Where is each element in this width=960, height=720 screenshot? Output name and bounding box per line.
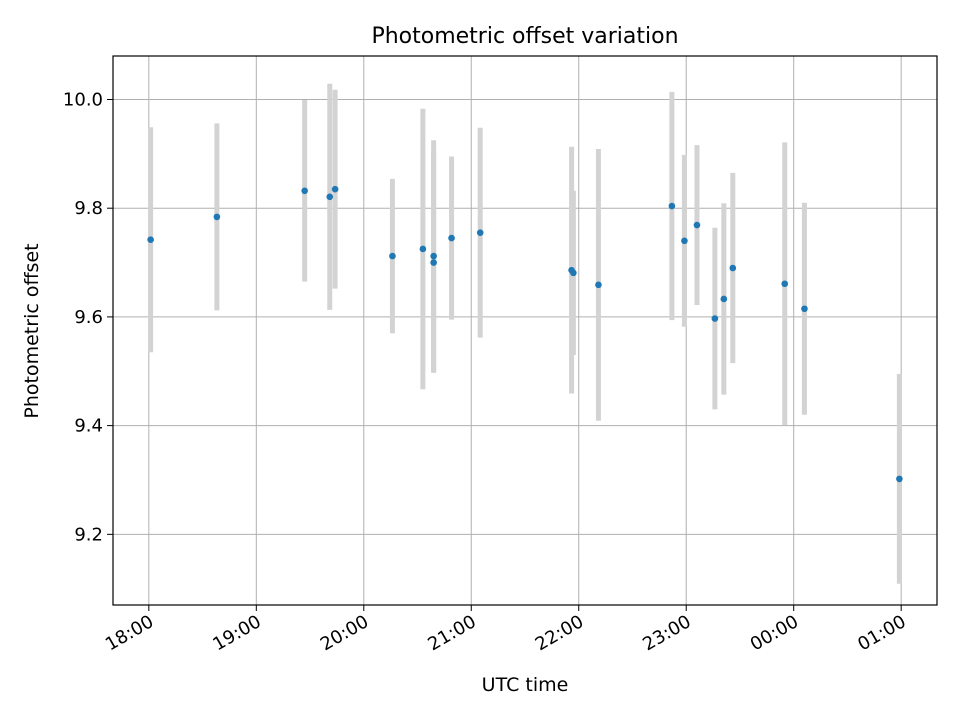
data-point: [326, 193, 334, 201]
x-axis-title: UTC time: [482, 674, 569, 696]
x-tick-label: 23:00: [639, 611, 694, 655]
x-tick-label: 22:00: [532, 611, 587, 655]
data-point: [781, 280, 789, 288]
y-tick-label: 9.8: [74, 198, 103, 219]
x-tick-label: 01:00: [854, 611, 909, 655]
y-tick-label: 9.6: [74, 307, 103, 328]
plot-frame: [112, 55, 938, 606]
data-point: [896, 475, 903, 483]
x-axis: 18:00 19:00 20:00 21:00 22:00 23:00 00:00 01:00: [102, 605, 910, 655]
x-tick-label: 20:00: [317, 611, 372, 655]
data-point: [801, 305, 808, 313]
data-point: [430, 259, 437, 266]
y-tick-label: 10.0: [63, 89, 103, 110]
data-point: [668, 202, 676, 210]
x-tick-label: 00:00: [747, 611, 802, 655]
data-point: [681, 237, 688, 245]
data-point: [331, 185, 339, 193]
y-tick-label: 9.4: [74, 416, 103, 437]
y-axis-title: Photometric offset: [21, 243, 43, 418]
data-point: [570, 269, 577, 277]
grid: [113, 56, 937, 605]
data-point: [301, 187, 308, 195]
data-point: [213, 213, 221, 221]
data-point: [430, 252, 437, 260]
data-point: [448, 234, 455, 242]
x-tick-label: 21:00: [424, 611, 479, 655]
data-point: [729, 264, 737, 272]
y-tick-label: 9.2: [74, 524, 103, 545]
data-point: [389, 252, 396, 260]
data-point: [693, 221, 701, 229]
data-point: [720, 295, 728, 303]
x-tick-label: 18:00: [102, 611, 157, 655]
data-point: [476, 229, 484, 236]
data-point: [147, 236, 154, 244]
chart-title: Photometric offset variation: [371, 24, 678, 49]
data-point: [595, 281, 602, 289]
data-point: [419, 245, 427, 253]
data-points: [147, 185, 903, 483]
error-bars: [148, 83, 902, 584]
y-axis: 9.2 9.4 9.6 9.8 10.0: [63, 89, 113, 545]
x-tick-label: 19:00: [209, 611, 264, 655]
data-point: [711, 315, 719, 322]
